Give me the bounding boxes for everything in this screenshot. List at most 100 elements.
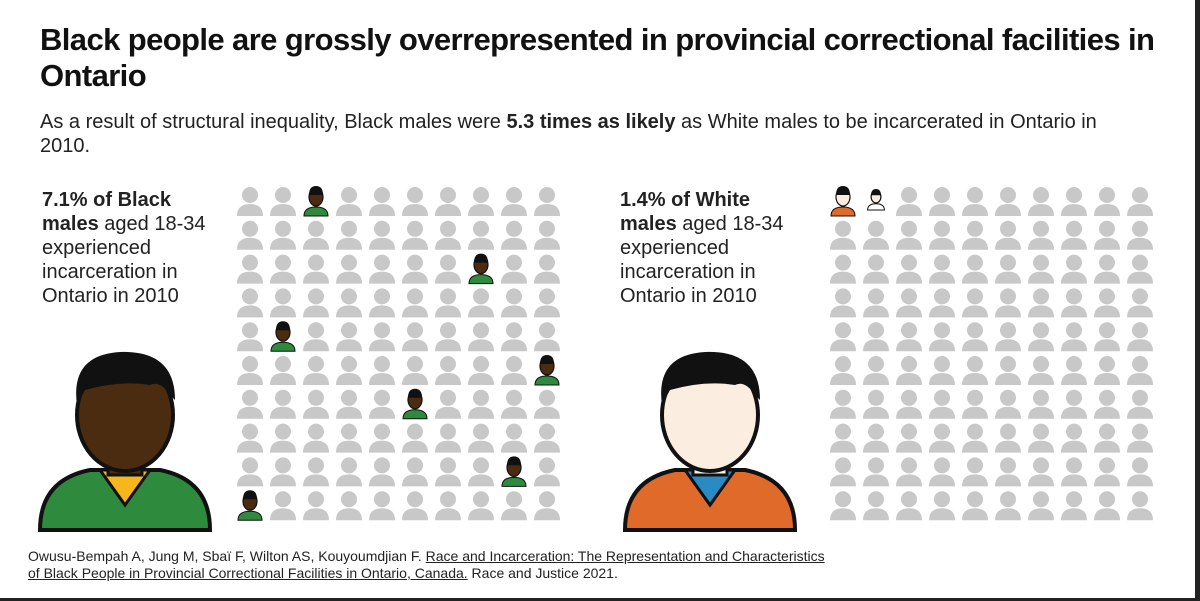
- subtitle: As a result of structural inequality, Bl…: [40, 110, 1120, 158]
- person-icon: [369, 254, 395, 284]
- person-icon: [435, 254, 461, 284]
- person-icon: [303, 389, 329, 419]
- person-icon: [1061, 457, 1087, 487]
- person-icon: [896, 457, 922, 487]
- person-icon: [863, 423, 889, 453]
- person-icon: [1061, 356, 1087, 385]
- icon-grids: [237, 186, 1153, 521]
- person-icon: [402, 457, 428, 487]
- person-icon: [1061, 491, 1087, 521]
- person-icon: [336, 220, 362, 250]
- person-icon: [1061, 288, 1087, 318]
- person-icon: [830, 423, 856, 453]
- person-icon: [896, 254, 922, 284]
- highlighted-person-icon: [270, 321, 296, 352]
- white-man-figure: [622, 351, 798, 532]
- person-icon: [1028, 491, 1054, 521]
- person-icon: [402, 491, 428, 521]
- person-icon: [402, 254, 428, 284]
- person-icon: [995, 187, 1021, 216]
- person-icon: [896, 389, 922, 419]
- person-icon: [270, 389, 296, 419]
- person-icon: [863, 491, 889, 521]
- person-icon: [830, 356, 856, 385]
- person-icon: [501, 322, 527, 352]
- person-icon: [863, 356, 889, 385]
- person-icon: [402, 187, 428, 216]
- person-icon: [1028, 423, 1054, 453]
- person-icon: [830, 389, 856, 419]
- person-icon: [863, 457, 889, 487]
- person-icon: [435, 389, 461, 419]
- highlighted-person-icon: [303, 186, 329, 217]
- person-icon: [1061, 389, 1087, 419]
- person-icon: [237, 220, 263, 250]
- person-icon: [896, 322, 922, 352]
- person-icon: [303, 457, 329, 487]
- person-icon: [1061, 423, 1087, 453]
- person-icon: [336, 254, 362, 284]
- person-icon: [468, 288, 494, 318]
- subtitle-text: As a result of structural inequality, Bl…: [40, 111, 507, 133]
- person-icon: [501, 288, 527, 318]
- person-icon: [995, 491, 1021, 521]
- person-icon: [1028, 356, 1054, 385]
- person-icon: [534, 220, 560, 250]
- person-icon: [962, 457, 988, 487]
- person-icon: [336, 389, 362, 419]
- person-icon: [369, 423, 395, 453]
- person-icon: [369, 389, 395, 419]
- person-icon: [435, 288, 461, 318]
- subtitle-text: as White males to be incarcerated in Ont…: [40, 111, 1097, 157]
- person-icon: [501, 423, 527, 453]
- person-icon: [962, 491, 988, 521]
- highlighted-person-icon: [830, 186, 856, 217]
- person-icon: [336, 288, 362, 318]
- person-icon: [468, 322, 494, 352]
- person-icon: [336, 187, 362, 216]
- person-icon: [929, 187, 955, 216]
- person-icon: [995, 254, 1021, 284]
- person-icon: [369, 187, 395, 216]
- person-icon: [830, 457, 856, 487]
- person-icon: [303, 491, 329, 521]
- person-icon: [962, 322, 988, 352]
- person-icon: [1028, 187, 1054, 216]
- person-icon: [270, 187, 296, 216]
- person-icon: [369, 457, 395, 487]
- person-icon: [995, 457, 1021, 487]
- black-man-figure: [37, 351, 213, 532]
- person-icon: [896, 187, 922, 216]
- person-icon: [1127, 254, 1153, 284]
- person-icon: [468, 389, 494, 419]
- person-icon: [270, 356, 296, 385]
- person-icon: [237, 187, 263, 216]
- person-icon: [303, 356, 329, 385]
- person-icon: [929, 356, 955, 385]
- subtitle-emphasis: 5.3 times as likely: [506, 111, 676, 133]
- person-icon: [962, 389, 988, 419]
- person-icon: [929, 389, 955, 419]
- source: Owusu-Bempah A, Jung M, Sbaï F, Wilton A…: [28, 548, 828, 582]
- highlighted-person-icon: [402, 388, 428, 420]
- person-icon: [896, 288, 922, 318]
- person-icon: [1094, 389, 1120, 419]
- source-authors: Owusu-Bempah A, Jung M, Sbaï F, Wilton A…: [28, 548, 426, 564]
- person-icon: [336, 423, 362, 453]
- highlighted-person-icon: [468, 253, 494, 285]
- person-icon: [303, 423, 329, 453]
- person-icon: [1061, 220, 1087, 250]
- person-icon: [1094, 187, 1120, 216]
- person-icon: [237, 389, 263, 419]
- person-icon: [1094, 288, 1120, 318]
- person-icon: [1061, 254, 1087, 284]
- stat-emphasis: 1.4% of White males: [620, 189, 751, 235]
- person-icon: [1061, 322, 1087, 352]
- person-icon: [863, 288, 889, 318]
- person-icon: [501, 389, 527, 419]
- person-icon: [468, 356, 494, 385]
- person-icon: [929, 423, 955, 453]
- highlighted-person-icon: [534, 355, 560, 386]
- source-link[interactable]: Race and Incarceration: The Representati…: [28, 548, 825, 581]
